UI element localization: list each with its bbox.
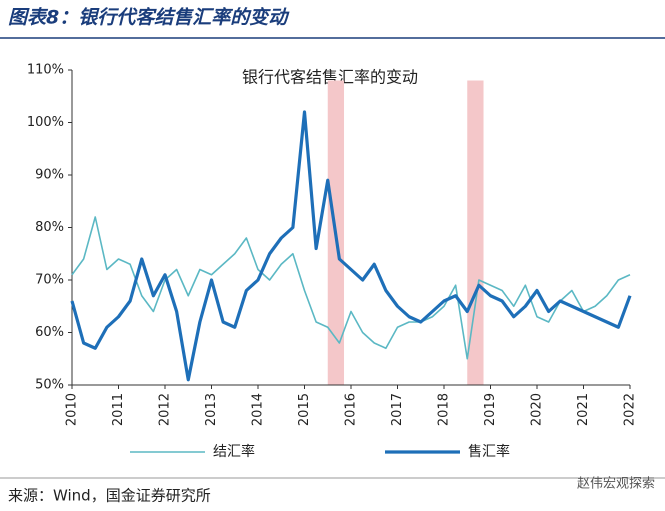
legend-label: 售汇率: [468, 443, 510, 460]
highlight-band: [467, 80, 484, 385]
x-tick-label: 2020: [530, 393, 545, 426]
x-tick-label: 2022: [623, 393, 638, 426]
y-tick-label: 60%: [35, 325, 64, 340]
x-tick-label: 2018: [437, 393, 452, 426]
x-tick-label: 2012: [158, 393, 173, 426]
y-tick-label: 100%: [27, 115, 64, 130]
chart-title: 银行代客结售汇率的变动: [242, 68, 418, 87]
x-tick-label: 2015: [297, 393, 312, 426]
y-tick-label: 80%: [35, 220, 64, 235]
figure-label: 图表8：银行代客结售汇率的变动: [8, 7, 290, 29]
y-tick-label: 90%: [35, 168, 64, 183]
x-tick-label: 2011: [111, 393, 126, 426]
x-tick-label: 2013: [204, 393, 219, 426]
x-tick-label: 2019: [483, 393, 498, 426]
y-tick-label: 70%: [35, 273, 64, 288]
x-tick-label: 2010: [65, 393, 80, 426]
legend-label: 结汇率: [213, 443, 255, 460]
x-tick-label: 2016: [344, 393, 359, 426]
watermark: 赵伟宏观探索: [577, 477, 655, 492]
y-tick-label: 50%: [35, 378, 64, 393]
x-tick-label: 2014: [251, 393, 266, 426]
source: 来源：Wind，国金证券研究所: [8, 487, 211, 505]
series-line: [71, 216, 631, 360]
y-tick-label: 110%: [27, 63, 64, 78]
series-line: [70, 110, 632, 382]
x-tick-label: 2017: [390, 393, 405, 426]
x-tick-label: 2021: [576, 393, 591, 426]
